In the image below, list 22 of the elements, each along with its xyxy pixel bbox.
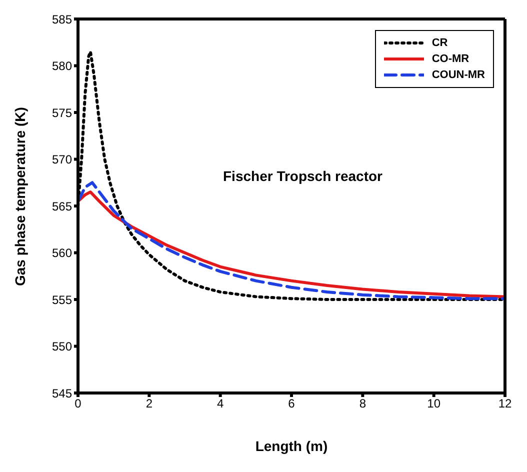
x-tick-label: 12 [498,396,512,411]
y-tick-label: 565 [52,199,72,214]
y-axis-title: Gas phase temperature (K) [12,107,28,286]
y-tick-label: 560 [52,246,72,260]
y-tick-label: 570 [52,152,72,167]
x-tick-label: 6 [288,396,296,411]
x-tick-label: 2 [146,396,153,411]
y-tick-label: 575 [52,106,72,120]
x-tick-label: 8 [359,396,366,411]
x-tick-label: 0 [74,396,82,411]
y-tick-label: 555 [52,292,72,307]
x-tick-label: 10 [427,396,441,411]
legend-label: COUN-MR [432,69,485,81]
x-tick-label: 4 [216,396,224,411]
x-axis-title: Length (m) [255,438,328,454]
y-tick-label: 550 [52,340,72,354]
y-tick-label: 580 [52,59,72,74]
y-tick-label: 585 [52,12,72,26]
legend-label: CR [432,37,448,49]
y-tick-label: 545 [52,386,72,400]
annotation: Fischer Tropsch reactor [223,168,383,184]
legend-label: CO-MR [432,53,470,65]
